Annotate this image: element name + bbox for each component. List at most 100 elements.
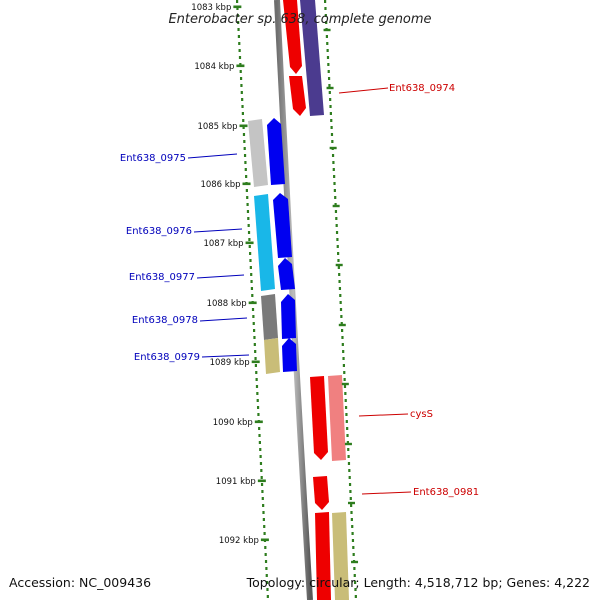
left-category-track	[248, 119, 280, 374]
tick-mark	[338, 323, 346, 327]
ruler-dot	[241, 112, 244, 115]
ruler-dot	[351, 532, 354, 535]
ruler-dot	[330, 119, 333, 122]
ruler-dot	[262, 504, 265, 507]
ruler-dot	[236, 7, 239, 10]
ruler-dot	[334, 210, 338, 213]
tick-label: 1083 kbp	[191, 3, 231, 13]
ruler-dot	[332, 161, 335, 164]
ruler-dot	[348, 476, 351, 479]
tick-label: 1087 kbp	[203, 239, 243, 249]
ruler-dot	[329, 98, 332, 101]
ruler-dot	[344, 392, 347, 395]
tick-mark	[323, 28, 331, 32]
reverse-strand-track	[267, 118, 297, 372]
ruler-dot	[353, 567, 356, 570]
ruler-dot	[249, 259, 252, 262]
gene-Ent638_0975[interactable]	[267, 118, 285, 185]
tick-mark	[351, 560, 359, 564]
accession-text: Accession: NC_009436	[9, 575, 152, 590]
gene-Ent638_0979[interactable]	[282, 338, 297, 372]
ruler-dot	[340, 329, 344, 332]
ruler-dot	[258, 427, 261, 430]
ruler-dot	[340, 315, 343, 318]
ruler-dot	[327, 77, 331, 80]
ruler-dot	[255, 371, 258, 374]
ruler-dot	[353, 574, 356, 577]
ruler-dot	[252, 322, 255, 325]
ruler-dot	[333, 182, 336, 185]
ruler-dot	[254, 357, 257, 360]
ruler-dot	[342, 357, 345, 360]
ruler-dot	[339, 308, 343, 311]
ruler-dot	[337, 259, 340, 262]
ruler-dot	[247, 231, 251, 234]
gene-cysS[interactable]	[310, 376, 328, 460]
ruler-dot	[343, 385, 347, 388]
ruler-dot	[348, 483, 352, 486]
ruler-dot	[339, 301, 342, 304]
ruler-dot	[336, 245, 339, 248]
ruler-dot	[249, 252, 252, 255]
gene-label[interactable]: Ent638_0975	[120, 153, 186, 164]
gene-label[interactable]: Ent638_0978	[132, 315, 198, 326]
right-category-track	[300, 0, 349, 600]
ruler-dot	[330, 126, 333, 129]
ruler-dot	[337, 252, 340, 255]
ruler-dot	[331, 154, 335, 157]
tick-mark	[242, 182, 251, 186]
ruler-dot	[252, 315, 255, 318]
ruler-dot	[254, 350, 257, 353]
ruler-dot	[256, 399, 259, 402]
gene-labels: Ent638_0974 Ent638_0975 Ent638_0976 Ent638_…	[120, 83, 479, 498]
label-leader-line	[358, 413, 409, 417]
ruler-dot	[243, 147, 246, 150]
ruler-dot	[251, 294, 254, 297]
ruler-dot	[255, 385, 259, 388]
gene-Ent638_0981[interactable]	[313, 476, 329, 510]
gene-Ent638_0978[interactable]	[281, 294, 296, 339]
ruler-dot	[256, 406, 260, 409]
ruler-dot	[349, 497, 352, 500]
tick-mark	[239, 124, 248, 128]
ruler-dot	[326, 49, 329, 52]
ruler-dot	[333, 189, 336, 192]
ruler-dot	[258, 441, 261, 444]
tick-label: 1091 kbp	[216, 477, 256, 487]
ruler-dot	[238, 49, 241, 52]
ruler-dot	[334, 203, 337, 206]
gene-label[interactable]: Ent638_0977	[129, 272, 195, 283]
label-leader-line	[196, 274, 245, 279]
gene-Ent638_0976[interactable]	[273, 193, 292, 258]
gene-Ent638_0977[interactable]	[278, 258, 295, 290]
ruler-dot	[242, 119, 245, 122]
ruler-dot	[247, 217, 250, 220]
label-leader-line	[361, 491, 412, 495]
ruler-dot	[241, 105, 244, 108]
ruler-dot	[350, 518, 353, 521]
ruler-dot	[340, 322, 343, 325]
label-leader-line	[201, 354, 250, 358]
ruler-dot	[324, 0, 327, 3]
ruler-dot	[248, 245, 251, 248]
ruler-dot	[328, 91, 331, 94]
ruler-dot	[325, 35, 329, 38]
ruler-dot	[252, 329, 256, 332]
ruler-dot	[345, 413, 348, 416]
gene-label[interactable]: Ent638_0979	[134, 352, 200, 363]
ruler-dot	[245, 175, 248, 178]
gene-label[interactable]: Ent638_0981	[413, 487, 479, 498]
gene-red-top-1[interactable]	[283, 0, 302, 74]
ruler-dot	[265, 574, 268, 577]
ruler-dot	[246, 203, 249, 206]
gene-label[interactable]: Ent638_0976	[126, 226, 192, 237]
gene-label[interactable]: cysS	[410, 409, 433, 420]
tick-mark	[236, 64, 245, 68]
gene-label[interactable]: Ent638_0974	[389, 83, 455, 94]
ruler-dot	[338, 287, 342, 290]
ruler-dot	[262, 511, 265, 514]
ruler-dot	[245, 189, 248, 192]
gene-Ent638_0974[interactable]	[289, 76, 306, 116]
gene-red-bottom[interactable]	[315, 512, 331, 600]
